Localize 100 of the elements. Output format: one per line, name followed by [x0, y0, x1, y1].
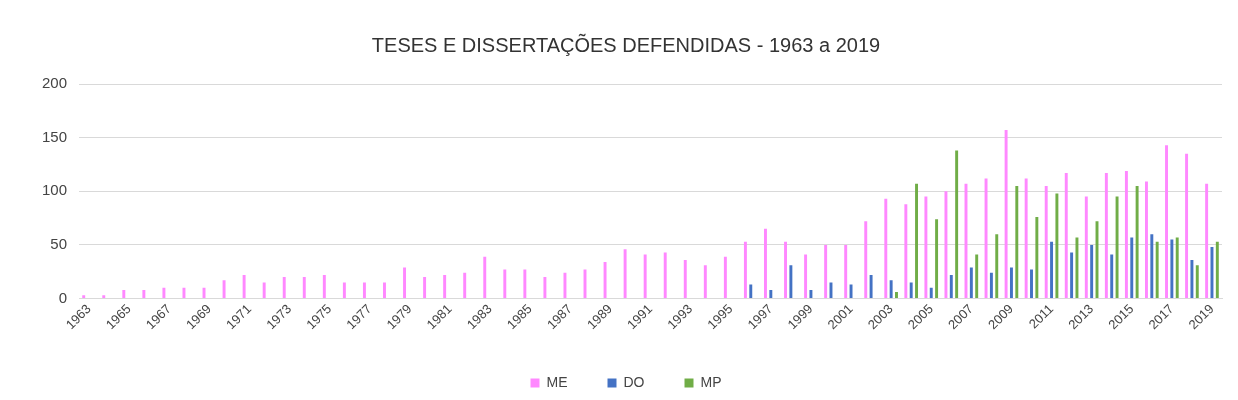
bar: [563, 272, 567, 299]
bar: [222, 280, 226, 299]
bar: [503, 269, 507, 299]
bar: [889, 280, 893, 299]
bar: [142, 289, 146, 299]
bar: [603, 262, 607, 299]
bar: [1015, 185, 1019, 299]
bar: [764, 228, 767, 299]
bar: [1145, 181, 1148, 299]
bar: [989, 272, 993, 299]
bar: [322, 274, 326, 299]
bar: [995, 234, 999, 299]
legend-label: DO: [623, 373, 645, 390]
bar: [1004, 130, 1008, 299]
bar: [383, 282, 386, 299]
bar: [743, 241, 747, 299]
bar: [869, 274, 873, 299]
bar: [122, 289, 126, 299]
bar: [884, 198, 888, 299]
legend-label: MP: [700, 373, 722, 390]
bar: [849, 284, 853, 299]
bar: [864, 221, 868, 299]
bar: [984, 178, 988, 299]
y-tick-label: 50: [50, 235, 68, 253]
bar: [955, 150, 959, 299]
bar: [975, 254, 979, 299]
bar: [1170, 239, 1174, 299]
bar: [1090, 244, 1094, 299]
y-tick-label: 0: [58, 288, 68, 306]
bar: [543, 277, 547, 299]
bar: [1175, 237, 1179, 299]
bar: [809, 289, 813, 299]
bar: [1135, 185, 1139, 299]
bar: [969, 267, 973, 299]
bar: [824, 244, 828, 299]
bar: [749, 284, 753, 299]
bar: [1084, 196, 1088, 299]
bar: [1165, 145, 1168, 299]
bar: [1009, 267, 1013, 299]
bar: [909, 282, 913, 299]
bar: [663, 252, 667, 299]
bar: [1070, 252, 1074, 299]
bar: [1044, 185, 1048, 299]
bar: [1185, 153, 1189, 299]
bar: [784, 241, 787, 299]
bar: [904, 204, 908, 299]
bar: [1104, 173, 1108, 299]
bar: [1050, 241, 1054, 299]
bar: [1075, 237, 1079, 299]
bar: [1195, 265, 1199, 299]
bar: [723, 256, 727, 299]
bar: [929, 287, 933, 299]
bar: [1215, 241, 1219, 299]
bar: [1024, 178, 1028, 299]
bar: [1115, 196, 1119, 299]
bar: [282, 277, 286, 299]
bar: [523, 269, 527, 299]
y-tick-label: 200: [42, 74, 68, 92]
bar: [102, 295, 106, 299]
y-tick-label: 150: [42, 127, 68, 145]
bar: [1035, 217, 1039, 299]
bar: [1155, 241, 1159, 299]
bar: [463, 272, 467, 299]
bar: [483, 256, 487, 299]
chart-title: TESES E DISSERTAÇÕES DEFENDIDAS - 1963 a 2019: [371, 32, 881, 56]
bar: [182, 287, 186, 299]
bar: [82, 295, 86, 299]
bar: [703, 265, 707, 299]
bar: [1064, 173, 1068, 299]
bar: [623, 249, 627, 299]
bar: [769, 289, 773, 299]
y-tick-label: 100: [42, 181, 68, 199]
bar: [242, 274, 246, 299]
bar: [924, 196, 928, 299]
bar: [1190, 259, 1194, 299]
bar: [895, 292, 898, 299]
bar: [844, 244, 848, 299]
bar: [1055, 193, 1059, 299]
bar: [1130, 237, 1134, 299]
bar: [944, 191, 948, 299]
bar: [423, 277, 427, 299]
bar: [262, 282, 266, 299]
bar: [342, 282, 346, 299]
bar: [804, 254, 808, 299]
bar: [1205, 183, 1209, 299]
bar: [683, 259, 687, 299]
bar: [362, 282, 366, 299]
bar: [1124, 170, 1128, 299]
bar: [443, 274, 447, 299]
bar: [915, 183, 919, 299]
bar: [1150, 234, 1154, 299]
bar: [789, 265, 793, 299]
bar: [1030, 269, 1033, 299]
legend-label: ME: [546, 373, 568, 390]
bar: [643, 254, 647, 299]
bar: [403, 267, 407, 299]
bar: [302, 277, 306, 299]
bar: [935, 219, 939, 299]
bar: [162, 287, 166, 299]
bar: [1110, 254, 1114, 299]
